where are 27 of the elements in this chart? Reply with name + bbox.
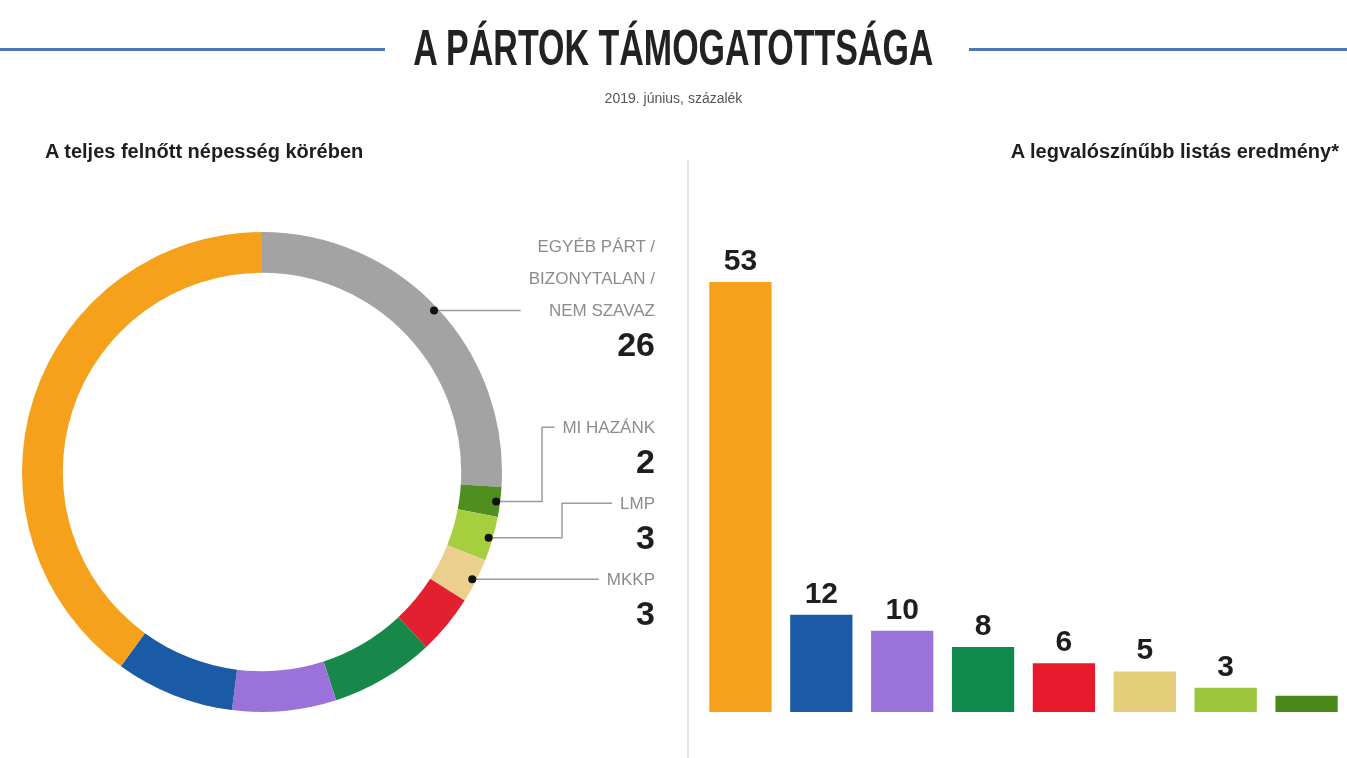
- slice-label: LMP: [620, 494, 655, 514]
- data-label: 26: [617, 325, 655, 364]
- data-label: 3: [636, 518, 655, 557]
- bar: [871, 630, 934, 712]
- bar: [1113, 671, 1176, 712]
- text: 2019. június, százalék: [603, 90, 744, 106]
- bar: [1194, 687, 1257, 712]
- chart-title: A teljes felnőtt népesség körében: [45, 140, 364, 163]
- bar: [1275, 695, 1338, 712]
- data-label: 3: [1217, 648, 1235, 682]
- slice-label: EGYÉB PÁRT / BIZONYTALAN / NEM SZAVAZ: [528, 237, 656, 321]
- data-label: 2: [636, 442, 655, 481]
- data-label: 53: [723, 243, 758, 276]
- bar: [709, 282, 772, 712]
- data-label: 10: [885, 591, 919, 625]
- text: A PÁRTOK TÁMOGATOTTSÁGA: [413, 19, 934, 78]
- bar: [1032, 663, 1096, 712]
- data-label: 6: [1055, 624, 1073, 658]
- slice-label: MI HAZÁNK: [562, 418, 656, 438]
- data-label: 8: [974, 608, 992, 642]
- chart-title: A legvalószínűbb listás eredmény*: [1010, 140, 1339, 163]
- data-label: 12: [804, 575, 838, 609]
- bar: [951, 647, 1015, 712]
- slice-label: MKKP: [606, 570, 655, 590]
- data-label: 5: [1136, 632, 1154, 666]
- data-label: 3: [636, 594, 655, 633]
- bar: [790, 614, 853, 712]
